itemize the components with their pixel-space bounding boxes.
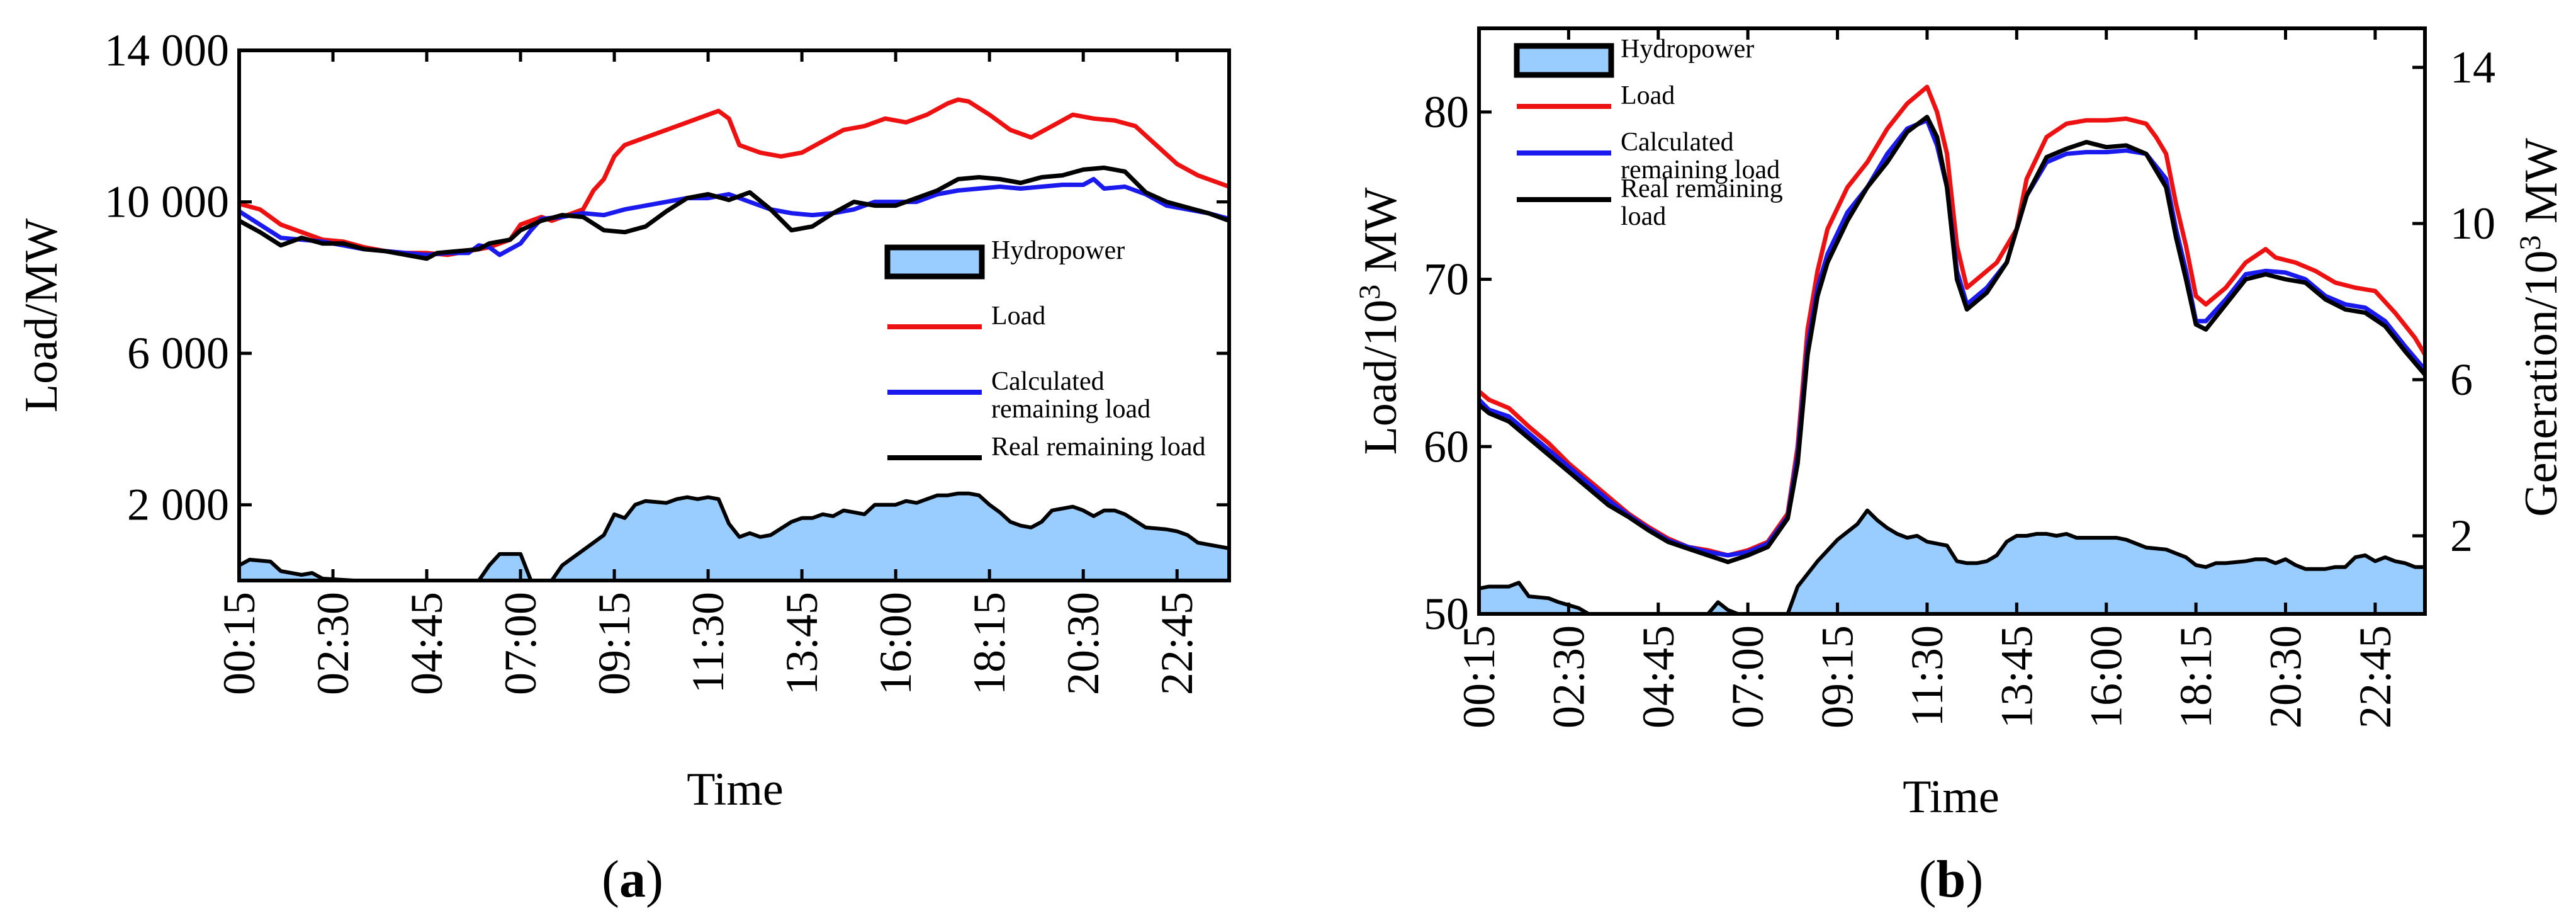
panel-a-hydropower-edge [239, 491, 1229, 581]
panel-b: 00:15 02:30 04:45 07:00 09:15 11:30 13:45 16:00… [1353, 26, 2568, 909]
panel-b-y-tick-label: 50 [1424, 589, 1469, 639]
panel-b-x-tick-label: 04:45 [1633, 625, 1684, 728]
panel-a-frame [237, 48, 1231, 582]
panel-a-load-line [239, 97, 1229, 258]
panel-a-label: (a) [602, 850, 663, 909]
panel-b-y2-tick-label: 14 [2450, 42, 2495, 93]
panel-b-frame [1477, 26, 2427, 616]
panel-a-x-tick-label: 18:15 [964, 592, 1015, 695]
panel-b-y2label: Generation/103 MW [2514, 138, 2568, 517]
panel-b-x-tick-label: 07:00 [1723, 625, 1773, 728]
panel-a-x-tick-label: 11:30 [683, 592, 733, 693]
panel-a-y-tick-label: 6 000 [127, 328, 229, 378]
panel-b-legend-label-real-remaining-load: Real remaining load [1621, 174, 1783, 231]
panel-a-legend-label-load: Load [991, 302, 1045, 331]
panel-a-legend-swatch-hydropower [884, 244, 985, 280]
panel-a-legend: Hydropower Load Calculated remaining load R… [884, 236, 1206, 462]
panel-b-x-tick-label: 02:30 [1543, 625, 1594, 728]
panel-a-x-tick-label: 07:00 [495, 592, 546, 695]
panel-b-x-tick-label: 22:45 [2350, 625, 2400, 728]
panel-b-xlabel: Time [1903, 771, 1999, 823]
panel-b-y-tick-label: 80 [1424, 87, 1469, 137]
panel-b-x-tick-label: 18:15 [2171, 625, 2221, 728]
panel-b-legend: Hydropower Load Calculated remaining loadRe… [1514, 35, 1783, 231]
panel-a-xlabel: Time [687, 764, 784, 815]
panel-b-y2-tick-label: 6 [2450, 354, 2473, 405]
panel-b-label: (b) [1919, 850, 1984, 909]
panel-b-x-tick-label: 20:30 [2261, 625, 2311, 728]
panel-b-legend-label-load: Load [1621, 81, 1675, 110]
panel-a-plot-area [239, 97, 1229, 581]
panel-a-x-tick-label: 09:15 [589, 592, 639, 695]
panel-b-x-tick-label: 16:00 [2081, 625, 2132, 728]
panel-b-x-tick-label: 11:30 [1902, 625, 1952, 727]
panel-b-plot-area [1479, 84, 2425, 614]
panel-b-ylabel: Load/103 MW [1353, 187, 1407, 455]
panel-b-y-tick-label: 70 [1424, 254, 1469, 305]
panel-b-real-remaining-load-line [1479, 115, 2425, 565]
panel-a-x-tick-label: 00:15 [214, 592, 264, 695]
panel-a-x-tick-label: 16:00 [870, 592, 921, 695]
panel-a-x-tick-label: 20:30 [1058, 592, 1108, 695]
panel-a-x-tick-label: 13:45 [777, 592, 827, 695]
panel-a-legend-label-real-remaining-load: Real remaining load [991, 433, 1206, 462]
panel-a-x-tick-label: 04:45 [402, 592, 452, 695]
panel-b-axes: 00:15 02:30 04:45 07:00 09:15 11:30 13:45 16:00… [1424, 28, 2495, 728]
panel-a-hydropower-area [239, 493, 1229, 581]
panel-a-x-tick-label: 22:45 [1152, 592, 1202, 695]
panel-b-y-tick-label: 60 [1424, 421, 1469, 472]
panel-b-x-tick-label: 00:15 [1454, 625, 1504, 728]
panel-a-real-remaining-load-line [239, 165, 1229, 261]
panel-b-legend-label-calculated-remaining-load: Calculated remaining load [1621, 128, 1780, 184]
panel-b-y2-tick-label: 10 [2450, 198, 2495, 249]
panel-b-x-tick-label: 13:45 [1991, 625, 2042, 728]
panel-a-y-tick-label: 14 000 [104, 25, 229, 76]
panel-b-hydropower-area [1479, 510, 2425, 614]
panel-b-legend-label-hydropower: Hydropower [1621, 35, 1754, 64]
panel-b-x-tick-label: 09:15 [1813, 625, 1863, 728]
panel-a-legend-label-hydropower: Hydropower [991, 236, 1125, 265]
panel-b-legend-swatch-hydropower [1514, 43, 1614, 78]
panel-a-y-tick-label: 10 000 [104, 177, 229, 227]
panel-a-ylabel: Load/MW [16, 218, 67, 412]
panel-b-y2-tick-label: 2 [2450, 511, 2473, 561]
panel-a-x-tick-label: 02:30 [308, 592, 358, 695]
panel-a-y-tick-label: 2 000 [127, 480, 229, 530]
panel-a-axes: 00:15 02:30 04:45 07:00 09:15 11:30 13:45 16:00… [104, 25, 1229, 695]
panel-a: 00:15 02:30 04:45 07:00 09:15 11:30 13:45 16:00… [16, 25, 1231, 909]
panel-a-legend-label-calculated-remaining-load: Calculated remaining load [991, 367, 1150, 424]
